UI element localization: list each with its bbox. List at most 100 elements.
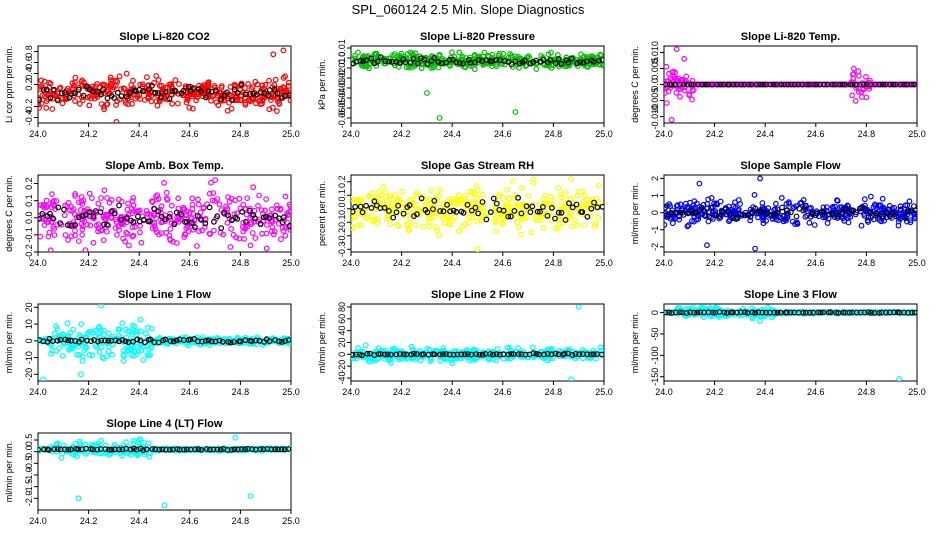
black-data-point: [54, 337, 61, 344]
data-point: [737, 312, 744, 319]
data-point: [530, 180, 537, 186]
data-point: [122, 100, 129, 106]
black-data-point: [666, 81, 673, 88]
data-point: [505, 200, 511, 207]
data-point: [125, 242, 132, 249]
data-point: [95, 225, 102, 232]
black-data-point: [187, 88, 194, 95]
data-point: [446, 196, 453, 202]
black-data-point: [537, 208, 543, 215]
data-point: [274, 108, 280, 114]
x-tick-label: 24.4: [130, 387, 148, 397]
y-axis-label: kPa per min.: [317, 59, 327, 110]
black-data-point: [508, 61, 515, 68]
outlier-point: [575, 304, 582, 310]
black-data-point: [104, 95, 111, 102]
black-data-point: [460, 60, 467, 67]
data-point: [493, 357, 500, 364]
y-tick-label: 0.0: [24, 212, 34, 225]
black-data-point: [214, 446, 221, 453]
x-tick-label: 24.8: [232, 387, 250, 397]
data-point: [449, 217, 455, 224]
black-data-point: [472, 59, 478, 66]
data-point: [153, 196, 160, 203]
outlier-point: [681, 55, 688, 62]
black-data-point: [147, 336, 154, 343]
data-point: [664, 63, 670, 70]
data-point: [563, 200, 569, 207]
data-point: [123, 229, 130, 236]
black-data-point: [72, 90, 78, 97]
data-point: [496, 191, 503, 198]
x-tick-label: 24.6: [181, 387, 199, 397]
black-data-point: [901, 214, 908, 221]
data-point: [280, 74, 287, 81]
black-data-point: [68, 222, 75, 229]
data-point: [186, 104, 193, 111]
y-axis-label: ml/min per min.: [317, 312, 327, 374]
data-point: [580, 54, 587, 60]
data-point: [218, 84, 225, 91]
black-data-point: [759, 309, 766, 316]
black-data-point: [911, 81, 917, 88]
data-point: [104, 353, 111, 360]
data-point: [469, 198, 476, 205]
data-point: [215, 102, 222, 109]
data-point: [206, 190, 213, 197]
data-point: [862, 202, 868, 209]
data-point: [113, 232, 120, 238]
y-tick-label: 1: [650, 193, 660, 198]
data-point: [416, 211, 423, 218]
black-data-point: [437, 351, 444, 358]
data-point: [285, 79, 291, 86]
panel-title: Slope Gas Stream RH: [421, 160, 534, 172]
black-data-point: [892, 81, 899, 88]
data-point: [878, 218, 885, 225]
data-point: [730, 203, 737, 210]
y-tick-label: 0.6: [24, 56, 34, 69]
data-point: [669, 220, 676, 227]
data-point: [82, 340, 89, 347]
data-point: [153, 72, 160, 79]
outlier-point: [896, 376, 903, 381]
data-point: [863, 73, 869, 80]
y-tick-label: -0.01: [337, 58, 347, 79]
black-data-point: [276, 338, 283, 345]
data-point: [137, 96, 144, 102]
y-tick-label: -0.3: [337, 242, 347, 258]
data-point: [372, 195, 379, 202]
black-data-point: [104, 221, 110, 228]
data-point: [694, 200, 700, 207]
black-data-point: [702, 81, 709, 88]
black-data-point: [785, 81, 791, 88]
x-tick-label: 24.0: [655, 258, 673, 268]
y-tick-label: 0.4: [24, 67, 34, 80]
black-data-point: [421, 56, 428, 63]
data-point: [61, 212, 68, 219]
black-data-point: [508, 351, 515, 357]
data-point: [79, 226, 86, 233]
black-data-point: [75, 446, 82, 453]
data-point: [664, 84, 669, 91]
data-point: [199, 227, 206, 234]
black-data-point: [106, 446, 112, 453]
data-point: [384, 213, 391, 220]
black-data-point: [194, 212, 201, 219]
data-point: [544, 200, 551, 207]
x-tick-label: 25.0: [282, 129, 300, 139]
black-data-point: [266, 338, 273, 345]
data-point: [580, 203, 587, 209]
black-data-point: [865, 214, 872, 221]
black-data-point: [853, 81, 859, 88]
y-tick-label: -20: [337, 360, 347, 373]
data-point: [57, 84, 64, 91]
black-data-point: [223, 89, 230, 96]
data-point: [89, 352, 96, 359]
data-point: [528, 229, 535, 236]
data-point: [426, 219, 433, 226]
black-data-point: [777, 309, 784, 316]
black-data-point: [909, 309, 916, 316]
data-point: [49, 191, 55, 198]
